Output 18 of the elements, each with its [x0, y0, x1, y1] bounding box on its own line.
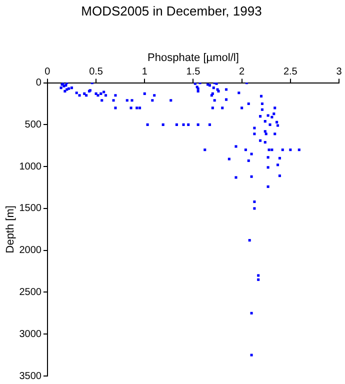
y-tick-label: 500	[24, 119, 42, 130]
x-tick-label: 1	[142, 66, 148, 78]
y-tick-label: 3500	[19, 370, 42, 382]
x-tick-label: 3	[336, 66, 342, 78]
y-tick-label: 0	[36, 78, 42, 89]
y-tick-label: 2500	[19, 286, 42, 298]
x-tick-label: 2.5	[283, 66, 298, 78]
y-tick-label: 2000	[19, 245, 42, 256]
x-tick-label: 0	[44, 66, 51, 78]
y-axis-title: Depth [m]	[4, 206, 17, 254]
x-tick-label: 0.5	[89, 66, 104, 78]
y-tick-label: 1000	[19, 161, 42, 172]
y-tick-label: 3000	[19, 328, 42, 340]
x-tick-label: 2	[239, 66, 246, 78]
x-axis-title: Phosphate [µmol/l]	[148, 52, 239, 64]
chart-title: MODS2005 in December, 1993	[81, 3, 262, 18]
x-tick-label: 1.5	[186, 66, 201, 78]
y-tick-label: 1500	[19, 203, 42, 214]
